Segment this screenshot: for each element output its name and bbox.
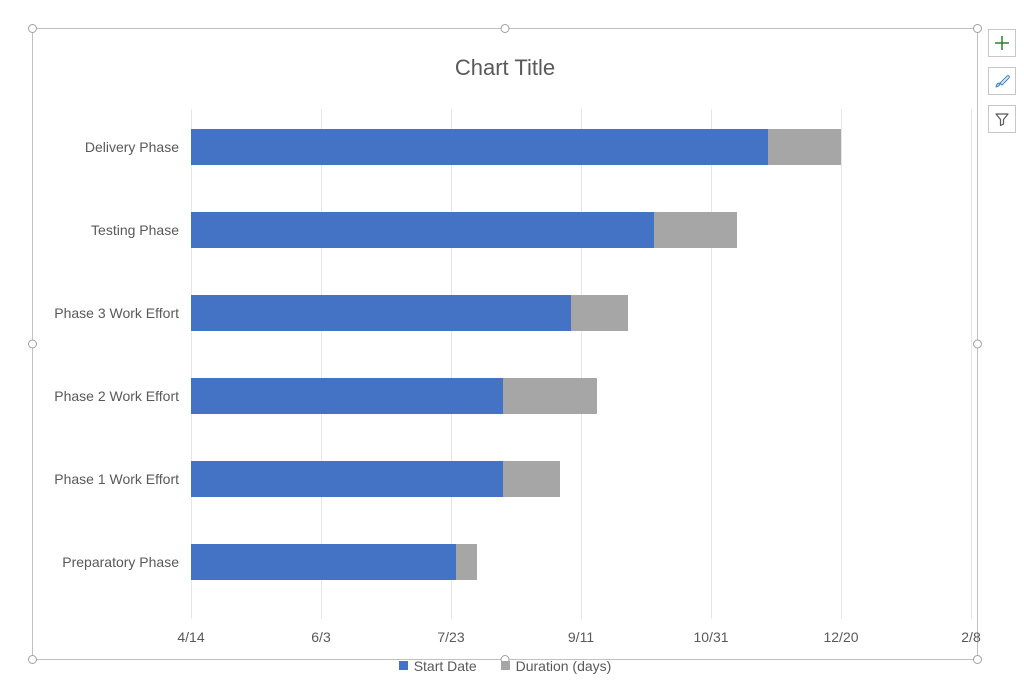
y-category-label: Preparatory Phase [29, 544, 179, 580]
x-tick-label: 6/3 [311, 629, 330, 645]
gridline [971, 109, 972, 619]
y-category-label: Phase 1 Work Effort [29, 461, 179, 497]
resize-handle-mr[interactable] [973, 340, 982, 349]
bar-segment-start-date[interactable] [191, 544, 456, 580]
resize-handle-tl[interactable] [28, 24, 37, 33]
legend-item-start-date[interactable]: Start Date [399, 658, 477, 674]
bar-segment-duration[interactable] [571, 295, 628, 331]
bar-segment-duration[interactable] [503, 378, 597, 414]
legend-swatch [399, 661, 408, 670]
resize-handle-tr[interactable] [973, 24, 982, 33]
bar-segment-start-date[interactable] [191, 295, 571, 331]
resize-handle-tm[interactable] [501, 24, 510, 33]
bar-segment-start-date[interactable] [191, 378, 503, 414]
legend-swatch [501, 661, 510, 670]
plus-icon [993, 34, 1011, 52]
chart-title[interactable]: Chart Title [33, 55, 977, 81]
x-tick-label: 10/31 [693, 629, 728, 645]
bar-segment-start-date[interactable] [191, 129, 768, 165]
x-axis-labels: 4/146/37/239/1110/3112/202/8 [191, 629, 971, 649]
bar-segment-start-date[interactable] [191, 461, 503, 497]
legend-item-duration[interactable]: Duration (days) [501, 658, 612, 674]
chart-filters-button[interactable] [988, 105, 1016, 133]
plot-area[interactable] [191, 109, 971, 619]
x-tick-label: 4/14 [177, 629, 204, 645]
y-category-label: Phase 2 Work Effort [29, 378, 179, 414]
bar-segment-duration[interactable] [768, 129, 841, 165]
y-category-label: Delivery Phase [29, 129, 179, 165]
bar-segment-duration[interactable] [456, 544, 477, 580]
legend-label: Start Date [414, 658, 477, 674]
y-axis-labels: Delivery PhaseTesting PhasePhase 3 Work … [33, 109, 191, 619]
y-category-label: Phase 3 Work Effort [29, 295, 179, 331]
chart-styles-button[interactable] [988, 67, 1016, 95]
bar-segment-duration[interactable] [503, 461, 560, 497]
x-tick-label: 9/11 [568, 629, 594, 645]
chart-side-tools [988, 29, 1016, 133]
x-tick-label: 7/23 [437, 629, 464, 645]
brush-icon [993, 72, 1011, 90]
y-category-label: Testing Phase [29, 212, 179, 248]
bars-layer [191, 109, 971, 619]
bar-segment-start-date[interactable] [191, 212, 654, 248]
x-tick-label: 12/20 [823, 629, 858, 645]
x-tick-label: 2/8 [961, 629, 980, 645]
legend-label: Duration (days) [516, 658, 612, 674]
chart-selection-frame[interactable]: Chart Title Delivery PhaseTesting PhaseP… [32, 28, 978, 660]
legend[interactable]: Start Date Duration (days) [33, 657, 977, 674]
bar-segment-duration[interactable] [654, 212, 737, 248]
filter-icon [993, 110, 1011, 128]
chart-elements-button[interactable] [988, 29, 1016, 57]
